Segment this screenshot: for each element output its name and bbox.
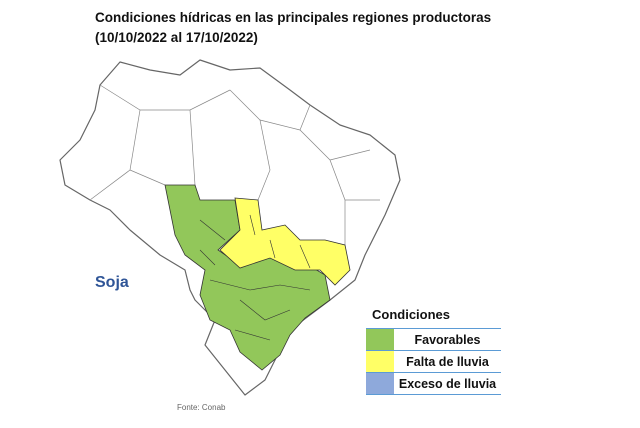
municipal-borders	[199, 214, 311, 341]
legend-label: Favorables	[414, 332, 481, 347]
crop-label: Soja	[95, 274, 129, 291]
source: Fonte: Conab	[177, 403, 226, 412]
state-borders	[89, 84, 380, 245]
legend-item: Exceso de lluvia	[366, 373, 501, 395]
legend-swatch	[366, 329, 394, 350]
legend-swatch	[366, 351, 394, 372]
legend-item: Falta de lluvia	[366, 351, 501, 373]
legend: Condiciones Favorables Falta de lluvia Exc…	[366, 307, 501, 395]
title-line: Condiciones hídricas en las principales …	[95, 10, 492, 25]
legend-label: Exceso de lluvia	[398, 376, 497, 391]
legend-title: Condiciones	[372, 307, 451, 322]
legend-label: Falta de lluvia	[406, 354, 489, 369]
title-line: (10/10/2022 al 17/10/2022)	[95, 30, 258, 45]
region	[219, 197, 351, 286]
legend-rows: Favorables Falta de lluvia Exceso de lluvi…	[366, 328, 501, 395]
legend-item: Favorables	[366, 328, 501, 351]
legend-swatch	[366, 373, 394, 394]
